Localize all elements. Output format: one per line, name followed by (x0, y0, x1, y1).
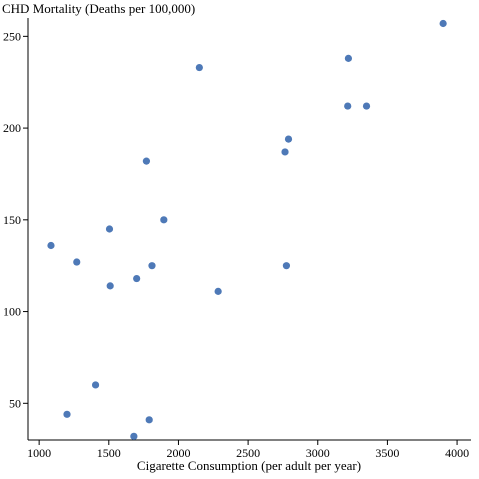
data-point (282, 262, 291, 270)
x-tick-label: 1500 (97, 446, 121, 460)
x-axis-title: Cigarette Consumption (per adult per yea… (137, 458, 361, 473)
x-tick-label: 2500 (236, 446, 260, 460)
data-point (281, 148, 289, 156)
x-tick-label: 2000 (166, 446, 190, 460)
data-point (160, 216, 168, 224)
data-point (362, 102, 371, 110)
y-tick-label: 150 (3, 213, 21, 227)
data-point (130, 432, 138, 440)
data-point (63, 410, 71, 418)
y-tick-label: 200 (3, 121, 21, 135)
data-point (344, 102, 352, 110)
y-axis: 50 100 150 200 250 (3, 18, 29, 440)
data-point (344, 54, 353, 62)
data-point (105, 225, 114, 233)
y-axis-title: CHD Mortality (Deaths per 100,000) (2, 1, 195, 16)
data-points (47, 19, 447, 440)
data-point (195, 63, 203, 72)
x-tick-label: 4000 (445, 446, 469, 460)
y-tick-label: 250 (3, 29, 21, 43)
x-axis: 1000 1500 2000 2500 3000 3500 4000 (27, 439, 471, 460)
data-point (91, 381, 100, 389)
data-point (47, 241, 55, 250)
data-point (145, 416, 153, 424)
data-point (284, 135, 293, 143)
data-point (133, 274, 141, 283)
data-point (148, 262, 156, 270)
data-point (439, 19, 447, 28)
x-tick-label: 3000 (306, 446, 330, 460)
data-point (73, 258, 81, 266)
x-tick-label: 1000 (27, 446, 51, 460)
y-tick-label: 100 (3, 305, 21, 319)
x-tick-label: 3500 (375, 446, 399, 460)
data-point (106, 282, 114, 290)
y-tick-label: 50 (9, 396, 21, 410)
data-point (214, 287, 222, 295)
data-point (142, 157, 151, 165)
